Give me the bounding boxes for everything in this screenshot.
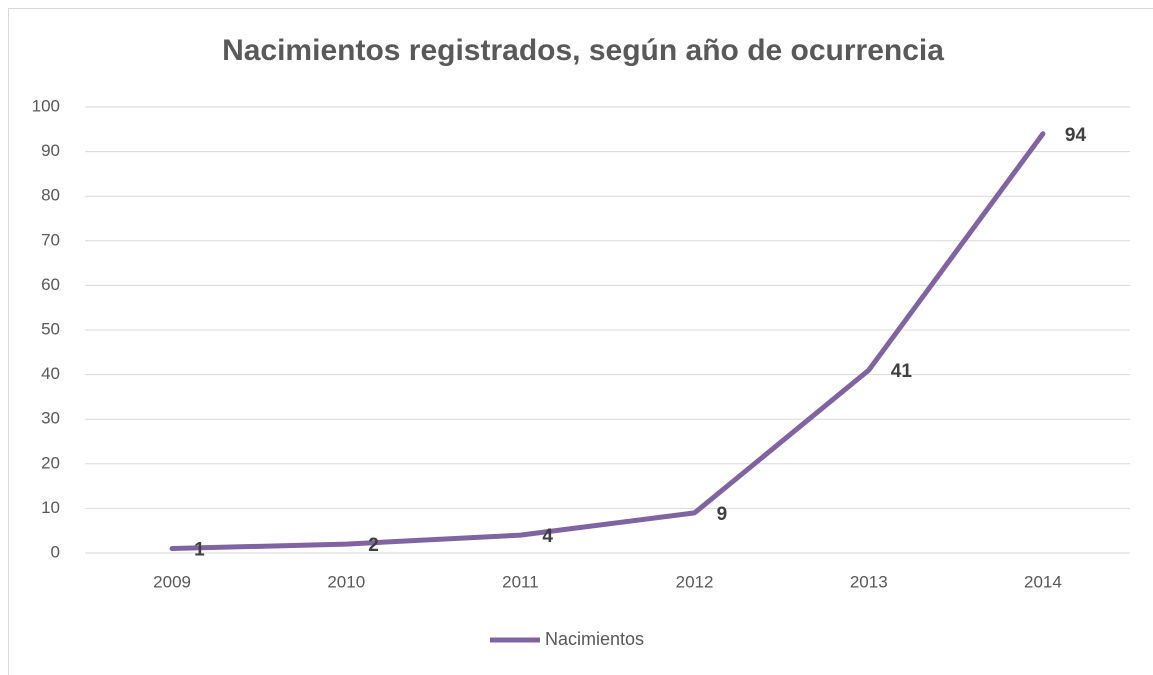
y-tick-label: 90 <box>41 141 60 160</box>
x-tick-label: 2010 <box>327 572 365 591</box>
data-label: 41 <box>891 361 913 382</box>
x-tick-label: 2014 <box>1024 572 1062 591</box>
y-tick-label: 60 <box>41 275 60 294</box>
x-tick-label: 2013 <box>850 572 888 591</box>
data-label: 9 <box>717 504 728 525</box>
y-tick-label: 20 <box>41 453 60 472</box>
y-tick-label: 10 <box>41 498 60 517</box>
data-label: 4 <box>542 526 553 547</box>
legend-label: Nacimientos <box>545 629 644 649</box>
y-tick-label: 80 <box>41 186 60 205</box>
y-tick-label: 0 <box>51 542 60 561</box>
x-tick-label: 2012 <box>676 572 714 591</box>
y-tick-label: 50 <box>41 319 60 338</box>
data-label: 1 <box>194 540 205 561</box>
chart-border <box>8 8 1153 675</box>
y-tick-label: 100 <box>32 96 60 115</box>
y-tick-label: 30 <box>41 409 60 428</box>
x-tick-label: 2009 <box>153 572 191 591</box>
chart-title: Nacimientos registrados, según año de oc… <box>222 34 944 67</box>
x-tick-label: 2011 <box>502 572 539 591</box>
data-label: 94 <box>1065 125 1087 146</box>
data-label: 2 <box>368 535 379 556</box>
y-tick-label: 70 <box>41 230 60 249</box>
y-tick-label: 40 <box>41 364 60 383</box>
line-series <box>169 131 1046 552</box>
